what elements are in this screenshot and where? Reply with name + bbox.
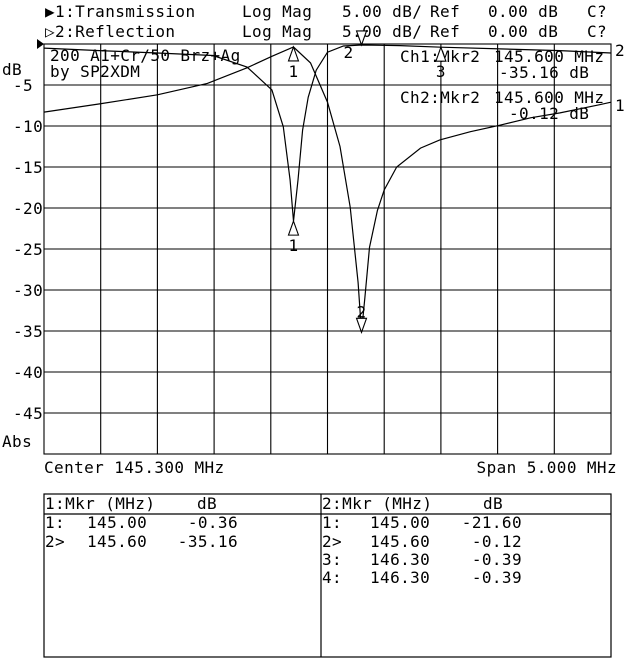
y-tick-label: -5 <box>13 76 33 95</box>
ch1-scale: 5.00 dB/ <box>342 2 422 21</box>
table-row: 1: 145.00 -21.60 <box>322 513 522 532</box>
ch2-scale: 5.00 dB/ <box>342 22 422 41</box>
ch2-cal-status: C? <box>587 22 607 41</box>
channel-header: ▶1:Transmission Log Mag 5.00 dB/ Ref 0.0… <box>45 2 607 41</box>
marker-table: 1:Mkr (MHz) dB 1: 145.00 -0.36 2> 145.60… <box>43 493 612 658</box>
ch2-ref-value: 0.00 dB <box>488 22 558 41</box>
ch1-ref-value: 0.00 dB <box>488 2 558 21</box>
marker-freq: 146.30 <box>370 550 430 569</box>
marker-freq: 145.60 <box>370 532 430 551</box>
marker-label: 3 <box>436 62 446 81</box>
ch1-label: ▶1:Transmission <box>45 2 196 21</box>
table-row: 1: 145.00 -0.36 <box>45 513 238 532</box>
marker-label: 2 <box>343 43 353 62</box>
table-row: 2> 145.60 -0.12 <box>322 532 522 551</box>
ch1-marker-value: -35.16 dB <box>499 63 589 82</box>
marker-freq: 145.00 <box>87 513 147 532</box>
trace-end-label: 2 <box>615 41 625 60</box>
trace-group-transmission: 1 1 2 <box>43 45 625 334</box>
marker-value: -0.39 <box>472 568 522 587</box>
table-row: 4: 146.30 -0.39 <box>322 568 522 587</box>
marker-triangle-icon <box>287 219 300 236</box>
marker-label: 2 <box>356 302 366 321</box>
y-tick-label: -10 <box>13 117 43 136</box>
ch1-format: Log Mag <box>242 2 312 21</box>
trace-reflection <box>43 44 612 222</box>
marker-triangle-icon <box>287 45 300 62</box>
marker-value: -0.12 <box>472 532 522 551</box>
marker-triangle-icon <box>435 45 447 62</box>
marker-table-frame <box>43 493 612 658</box>
marker-id: 2> <box>45 532 65 551</box>
table-row: 3: 146.30 -0.39 <box>322 550 522 569</box>
marker-value: -35.16 <box>178 532 238 551</box>
ch2-label: ▷2:Reflection <box>45 22 175 41</box>
table-header-mkr: 1:Mkr (MHz) <box>45 494 155 513</box>
y-tick-label: -25 <box>13 240 43 259</box>
ch2-marker-label: Ch2:Mkr2 <box>400 88 480 107</box>
ch1-marker-table: 1:Mkr (MHz) dB 1: 145.00 -0.36 2> 145.60… <box>45 494 238 551</box>
table-header-mkr: 2:Mkr (MHz) <box>322 494 432 513</box>
trace-end-label: 1 <box>615 96 625 115</box>
marker-value: -21.60 <box>462 513 522 532</box>
marker-label: 1 <box>288 62 298 81</box>
plot-area: -5-10-15-20-25-30-35-40-45 dB Abs 200 A1… <box>2 30 625 455</box>
marker-freq: 145.00 <box>370 513 430 532</box>
y-axis-unit: dB <box>2 60 22 79</box>
trace-transmission <box>43 46 612 333</box>
y-tick-label: -30 <box>13 281 43 300</box>
y-tick-label: -45 <box>13 404 43 423</box>
y-tick-label: -40 <box>13 363 43 382</box>
marker-id: 1: <box>45 513 65 532</box>
y-tick-label: -20 <box>13 199 43 218</box>
marker-triangle-icon <box>355 30 368 47</box>
marker-freq: 145.60 <box>87 532 147 551</box>
marker-id: 4: <box>322 568 342 587</box>
span-frequency: Span 5.000 MHz <box>477 458 617 477</box>
table-header-unit: dB <box>197 494 217 513</box>
ch2-marker-table: 2:Mkr (MHz) dB 1: 145.00 -21.60 2> 145.6… <box>322 494 522 587</box>
ch1-cal-status: C? <box>587 2 607 21</box>
marker-value: -0.39 <box>472 550 522 569</box>
y-tick-label: -35 <box>13 322 43 341</box>
table-row: 2> 145.60 -35.16 <box>45 532 238 551</box>
reference-position-arrow-icon <box>37 39 44 49</box>
graticule <box>43 43 612 455</box>
y-tick-label: -15 <box>13 158 43 177</box>
traces: 1 1 2 2 1 2 3 <box>43 30 625 334</box>
ch2-marker-freq: 145.600 MHz <box>494 88 604 107</box>
marker-triangle-icon <box>355 317 368 334</box>
y-axis-ticks: -5 -10 -15 -20 -25 -30 -35 -40 -45 <box>13 76 43 423</box>
marker-label: 1 <box>288 236 298 255</box>
center-frequency: Center 145.300 MHz <box>44 458 225 477</box>
y-axis-mode: Abs <box>2 432 32 451</box>
marker-id: 2> <box>322 532 342 551</box>
ch2-ref-label: Ref <box>430 22 460 41</box>
marker-id: 1: <box>322 513 342 532</box>
trace-group-reflection: 2 1 2 3 <box>43 30 625 255</box>
marker-value: -0.36 <box>188 513 238 532</box>
ch1-ref-label: Ref <box>430 2 460 21</box>
marker-freq: 146.30 <box>370 568 430 587</box>
table-header-unit: dB <box>483 494 503 513</box>
ch2-format: Log Mag <box>242 22 312 41</box>
marker-id: 3: <box>322 550 342 569</box>
annotation-author: by SP2XDM <box>50 62 140 81</box>
